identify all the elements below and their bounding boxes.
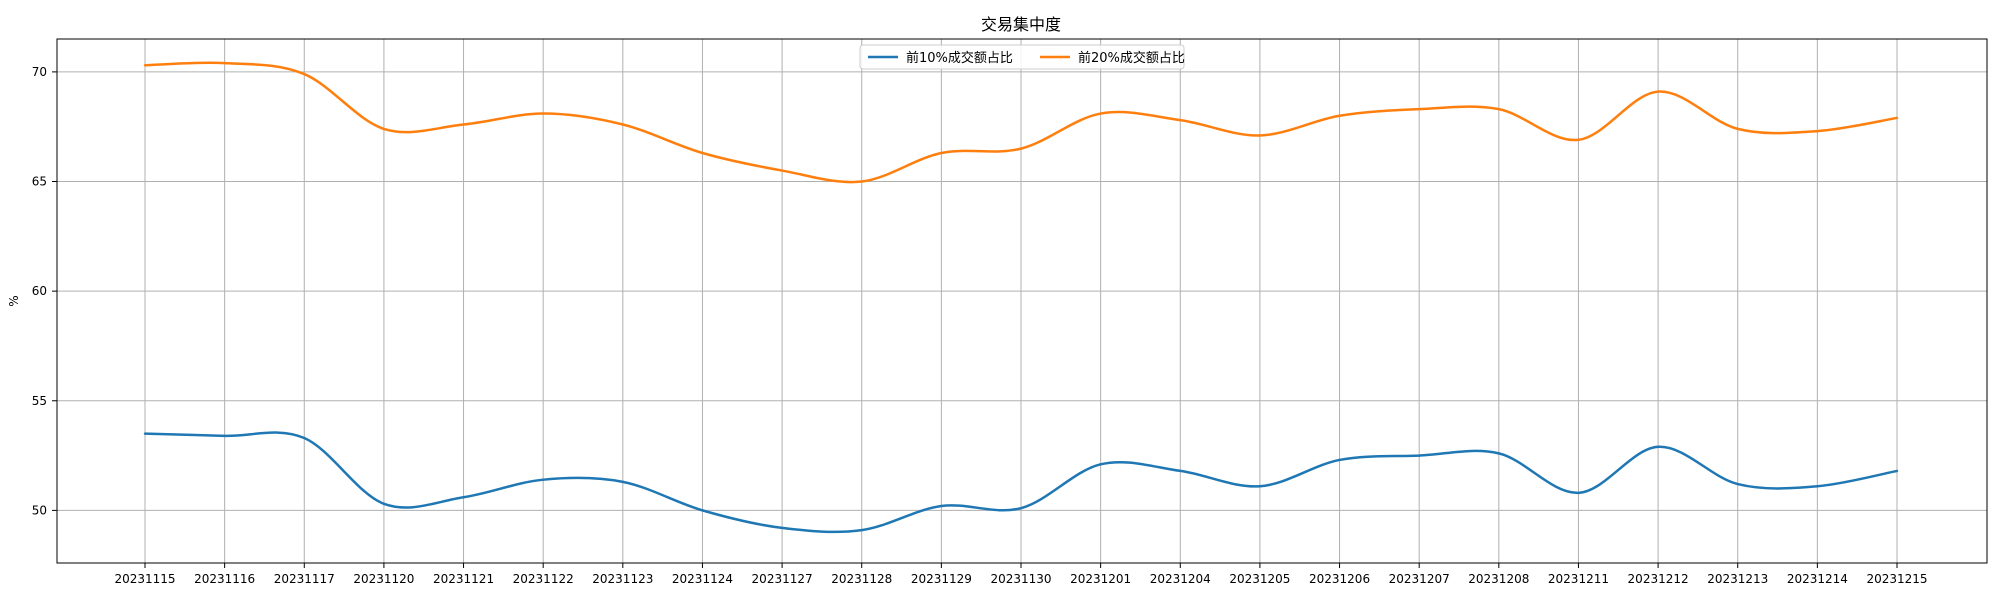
data-point — [1816, 129, 1819, 133]
x-tick-label: 20231206 — [1309, 572, 1370, 586]
x-tick-label: 20231201 — [1070, 572, 1131, 586]
chart-title: 交易集中度 — [981, 15, 1061, 34]
data-point — [223, 61, 226, 65]
data-point — [1099, 463, 1102, 466]
data-point — [1258, 134, 1262, 137]
x-tick-label: 20231213 — [1707, 572, 1768, 586]
x-tick-label: 20231116 — [194, 572, 255, 586]
data-point — [1417, 107, 1421, 111]
x-tick-label: 20231215 — [1866, 572, 1927, 586]
data-point — [382, 127, 386, 131]
data-point — [1736, 127, 1739, 131]
data-point — [1338, 114, 1341, 117]
y-axis-label: % — [7, 295, 21, 306]
x-tick-label: 20231123 — [592, 572, 653, 586]
data-point — [1656, 90, 1660, 93]
data-point — [1497, 452, 1501, 455]
data-point — [1099, 112, 1102, 115]
data-point — [701, 151, 704, 155]
x-tick-label: 20231128 — [831, 572, 892, 586]
data-point — [462, 123, 465, 126]
data-point — [1019, 147, 1023, 150]
y-tick-label: 60 — [32, 284, 47, 298]
data-point — [303, 436, 306, 440]
y-axis-ticks: 50 55 60 65 70 — [32, 65, 57, 517]
data-point — [701, 509, 704, 512]
x-tick-label: 20231208 — [1468, 572, 1529, 586]
data-point — [1179, 118, 1182, 122]
data-point — [1895, 116, 1899, 120]
data-point — [940, 151, 943, 155]
data-point — [1019, 506, 1023, 510]
data-point — [382, 502, 386, 506]
x-tick-label: 20231129 — [911, 572, 972, 586]
data-point — [1338, 458, 1341, 462]
data-point — [860, 528, 863, 532]
data-point — [462, 496, 465, 499]
legend-label: 前10%成交额占比 — [906, 50, 1013, 66]
y-tick-label: 55 — [32, 394, 47, 408]
y-tick-label: 50 — [32, 503, 47, 517]
data-point — [780, 526, 784, 530]
x-tick-label: 20231214 — [1787, 572, 1848, 586]
data-point — [1736, 482, 1739, 486]
data-point — [780, 169, 784, 172]
data-point — [1816, 485, 1819, 488]
series-lines — [143, 61, 1899, 534]
x-tick-label: 20231205 — [1229, 572, 1290, 586]
data-point — [541, 112, 545, 115]
data-point — [621, 480, 625, 484]
data-point — [1179, 469, 1182, 473]
y-tick-label: 65 — [32, 175, 47, 189]
x-tick-label: 20231120 — [353, 572, 414, 586]
data-point — [541, 478, 545, 481]
x-tick-label: 20231130 — [990, 572, 1051, 586]
x-tick-label: 20231212 — [1628, 572, 1689, 586]
x-tick-label: 20231127 — [752, 572, 813, 586]
legend-box — [859, 44, 1185, 70]
data-point — [1577, 138, 1580, 142]
x-tick-label: 20231122 — [513, 572, 574, 586]
data-point — [143, 64, 147, 67]
x-tick-label: 20231204 — [1150, 572, 1211, 586]
x-tick-label: 20231121 — [433, 572, 494, 586]
legend-label: 前20%成交额占比 — [1078, 50, 1185, 66]
data-point — [860, 180, 863, 183]
legend: 前10%成交额占比 前20%成交额占比 — [859, 44, 1185, 70]
data-point — [621, 123, 625, 126]
data-point — [1577, 491, 1580, 495]
x-axis-ticks: 20231115 20231116 20231117 20231120 20231121… — [114, 563, 1928, 586]
data-point — [1497, 107, 1501, 111]
x-tick-label: 20231211 — [1548, 572, 1609, 586]
x-tick-label: 20231117 — [274, 572, 335, 586]
data-point — [940, 504, 943, 508]
data-point — [1258, 485, 1262, 488]
x-tick-label: 20231124 — [672, 572, 733, 586]
plot-frame — [56, 38, 1988, 564]
x-tick-label: 20231115 — [114, 572, 175, 586]
data-point — [143, 432, 147, 435]
data-point — [303, 72, 306, 76]
data-point — [1417, 454, 1421, 457]
grid — [57, 39, 1987, 563]
data-point — [1895, 469, 1899, 473]
data-point — [1656, 445, 1660, 448]
x-tick-label: 20231207 — [1389, 572, 1450, 586]
y-tick-label: 70 — [32, 65, 47, 79]
data-point — [223, 434, 226, 438]
